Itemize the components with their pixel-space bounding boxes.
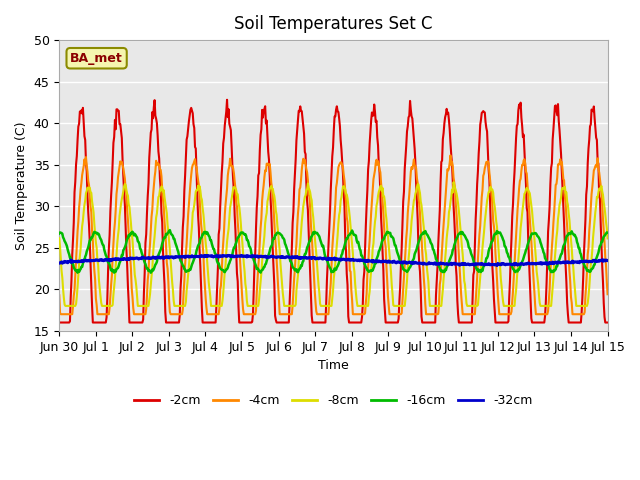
Title: Soil Temperatures Set C: Soil Temperatures Set C	[234, 15, 433, 33]
X-axis label: Time: Time	[318, 359, 349, 372]
Y-axis label: Soil Temperature (C): Soil Temperature (C)	[15, 121, 28, 250]
Text: BA_met: BA_met	[70, 52, 123, 65]
Legend: -2cm, -4cm, -8cm, -16cm, -32cm: -2cm, -4cm, -8cm, -16cm, -32cm	[129, 389, 538, 412]
